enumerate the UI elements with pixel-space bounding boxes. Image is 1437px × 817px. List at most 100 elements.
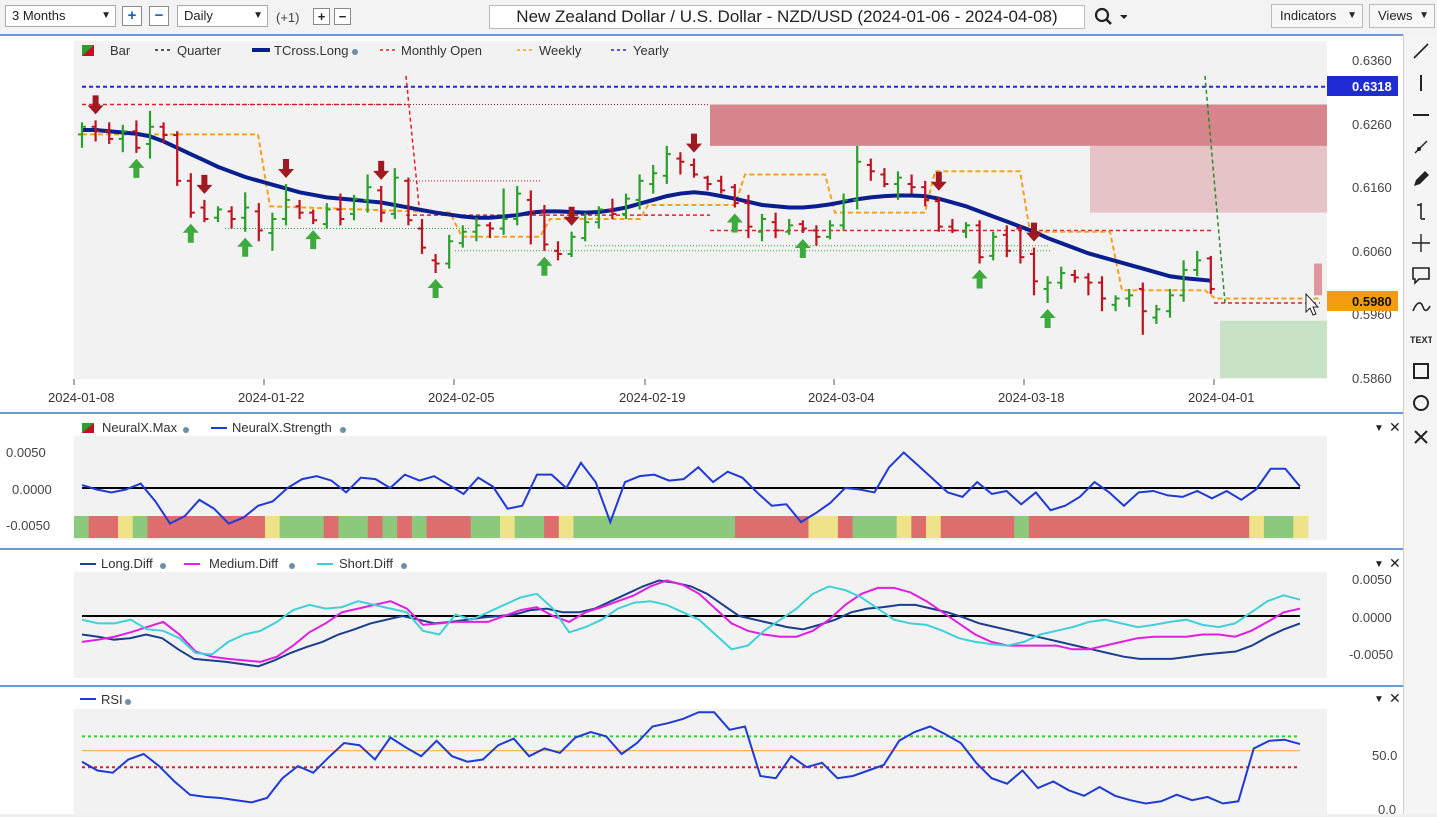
y-tick: -0.0050 — [6, 518, 50, 533]
y-tick: -0.0050 — [1349, 647, 1393, 662]
price-y-axis: 0.6360 0.6260 0.6160 0.6060 0.5960 0.586… — [1352, 53, 1392, 386]
price-chart[interactable]: Bar Quarter TCross.Long Monthly Open Wee… — [0, 36, 1403, 412]
ohlc-bar — [350, 194, 358, 221]
toolbar: 3 Months ▼ + − Daily ▼ (+1) + − New Zeal… — [0, 0, 1437, 35]
settings-dot-icon[interactable] — [401, 563, 407, 569]
close-panel-icon[interactable]: ✕ — [1389, 419, 1401, 435]
collapse-panel-icon[interactable]: ▼ — [1374, 694, 1384, 705]
neural-max-block — [1278, 516, 1294, 538]
neural-max-block — [1028, 516, 1045, 538]
neural-max-block — [896, 516, 912, 538]
vertical-line-tool-icon[interactable] — [1410, 72, 1432, 94]
close-panel-icon[interactable]: ✕ — [1389, 690, 1401, 706]
settings-dot-icon[interactable] — [352, 49, 358, 55]
up-arrow-icon — [971, 269, 988, 289]
collapse-panel-icon[interactable]: ▼ — [1374, 423, 1384, 434]
neural-max-block — [632, 516, 648, 538]
text-tool-icon[interactable]: TEXT — [1410, 328, 1434, 350]
ohlc-bar — [268, 212, 277, 251]
y-tick: 0.6260 — [1352, 117, 1392, 132]
ohlc-bar — [690, 158, 698, 178]
long-diff-line — [81, 579, 1301, 668]
offset-decrease-button[interactable]: − — [334, 8, 351, 25]
ohlc-bar — [771, 212, 780, 239]
ohlc-bar — [241, 192, 250, 232]
symbol-title[interactable]: New Zealand Dollar / U.S. Dollar - NZD/U… — [489, 5, 1085, 29]
curve-tool-icon[interactable] — [1410, 296, 1432, 318]
tcross-long-line — [82, 127, 1211, 283]
settings-dot-icon[interactable] — [125, 699, 131, 705]
ohlc-bar — [1193, 250, 1202, 277]
down-arrow-icon — [278, 159, 294, 179]
range-value: 3 Months — [12, 8, 66, 23]
diff-legend: Long.Diff Medium.Diff Short.Diff — [80, 556, 407, 571]
rsi-panel[interactable]: RSI ▼ ✕ 50.0 0.0 — [0, 685, 1403, 817]
collapse-panel-icon[interactable]: ▼ — [1374, 559, 1384, 570]
neural-max-block — [441, 516, 457, 538]
neural-strength-line — [81, 451, 1301, 525]
neural-max-block — [720, 516, 736, 538]
indicators-button[interactable]: Indicators ▼ — [1271, 4, 1363, 28]
neural-chart[interactable]: NeuralX.Max NeuralX.Strength ▼ ✕ 0.0050 … — [0, 414, 1403, 548]
delete-drawings-icon[interactable] — [1410, 426, 1432, 448]
offset-increase-button[interactable]: + — [313, 8, 330, 25]
up-arrow-icon — [794, 238, 811, 258]
rectangle-tool-icon[interactable] — [1410, 360, 1432, 382]
pencil-tool-icon[interactable] — [1410, 168, 1432, 190]
neural-max-block — [661, 516, 677, 538]
zoom-out-button[interactable]: − — [149, 6, 169, 26]
x-tick: 2024-02-05 — [428, 390, 495, 405]
ohlc-bar — [866, 158, 875, 181]
neuralx-max-swatch-down — [82, 423, 94, 433]
views-button[interactable]: Views ▼ — [1369, 4, 1435, 28]
settings-dot-icon[interactable] — [340, 427, 346, 433]
neural-max-block — [397, 516, 413, 538]
neural-max-block — [691, 516, 707, 538]
y-tick: 0.0000 — [1352, 610, 1392, 625]
interval-dropdown[interactable]: Daily ▼ — [177, 5, 268, 27]
search-button[interactable] — [1093, 6, 1128, 28]
ohlc-bar — [894, 171, 902, 200]
settings-dot-icon[interactable] — [289, 563, 295, 569]
trendline-tool-icon[interactable] — [1410, 40, 1432, 62]
legend-monthly: Monthly Open — [401, 43, 482, 58]
neural-max-block — [735, 516, 751, 538]
zoom-in-button[interactable]: + — [122, 6, 142, 26]
settings-dot-icon[interactable] — [160, 563, 166, 569]
legend-long-diff: Long.Diff — [101, 556, 153, 571]
neural-max-block — [1293, 516, 1309, 538]
y-tick: 0.6360 — [1352, 53, 1392, 68]
plot-area — [74, 572, 1327, 678]
neural-max-block — [191, 516, 207, 538]
search-icon — [1094, 7, 1128, 25]
neural-max-block — [793, 516, 810, 538]
ohlc-bar — [377, 185, 386, 223]
neural-max-block — [88, 516, 104, 538]
close-panel-icon[interactable]: ✕ — [1389, 555, 1401, 571]
neural-max-block — [808, 516, 824, 538]
x-tick: 2024-03-18 — [998, 390, 1065, 405]
range-dropdown[interactable]: 3 Months ▼ — [5, 5, 116, 27]
down-arrow-icon — [686, 133, 702, 153]
neural-max-block — [617, 516, 633, 538]
diff-panel[interactable]: Long.Diff Medium.Diff Short.Diff ▼ ✕ 0.0… — [0, 548, 1403, 685]
horizontal-line-tool-icon[interactable] — [1410, 104, 1432, 126]
legend-rsi: RSI — [101, 692, 123, 707]
comment-tool-icon[interactable] — [1410, 264, 1432, 286]
crosshair-tool-icon[interactable] — [1410, 232, 1432, 254]
ohlc-bar — [445, 234, 454, 269]
ohlc-bar — [254, 203, 263, 242]
measure-tool-icon[interactable] — [1410, 200, 1432, 222]
circle-tool-icon[interactable] — [1410, 392, 1432, 414]
price-panel[interactable]: Bar Quarter TCross.Long Monthly Open Wee… — [0, 34, 1403, 412]
ray-tool-icon[interactable] — [1410, 136, 1432, 158]
neural-max-block — [470, 516, 486, 538]
neural-panel[interactable]: NeuralX.Max NeuralX.Strength ▼ ✕ 0.0050 … — [0, 412, 1403, 548]
neural-max-block — [999, 516, 1015, 538]
diff-chart[interactable]: Long.Diff Medium.Diff Short.Diff ▼ ✕ 0.0… — [0, 550, 1403, 685]
legend-yearly: Yearly — [633, 43, 669, 58]
rsi-chart[interactable]: RSI ▼ ✕ 50.0 0.0 — [0, 687, 1403, 817]
interval-value: Daily — [184, 8, 213, 23]
settings-dot-icon[interactable] — [183, 427, 189, 433]
down-arrow-icon — [196, 174, 213, 194]
